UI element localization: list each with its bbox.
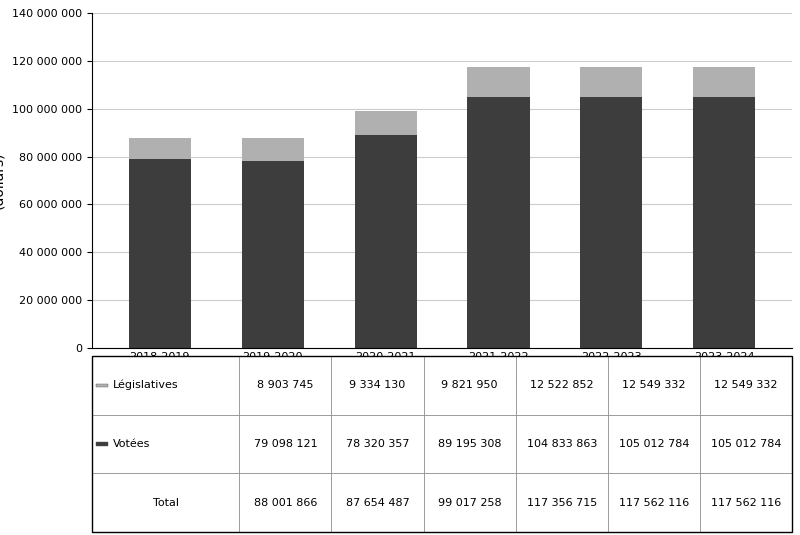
Text: Total: Total — [153, 498, 178, 508]
Bar — [694, 97, 755, 348]
Text: 12 549 332: 12 549 332 — [714, 380, 778, 390]
Bar — [92, 473, 239, 532]
Bar — [516, 473, 608, 532]
Bar — [580, 67, 642, 97]
Bar — [700, 356, 792, 415]
Text: 12 522 852: 12 522 852 — [530, 380, 594, 390]
Bar — [242, 160, 304, 348]
Bar — [608, 473, 700, 532]
Bar — [608, 356, 700, 415]
Text: 89 195 308: 89 195 308 — [438, 439, 502, 449]
Bar — [700, 473, 792, 532]
Bar — [423, 356, 516, 415]
Text: 117 356 715: 117 356 715 — [526, 498, 597, 508]
Bar — [242, 139, 304, 160]
Text: 9 334 130: 9 334 130 — [350, 380, 406, 390]
Bar — [331, 473, 423, 532]
Bar — [239, 356, 331, 415]
Text: 12 549 332: 12 549 332 — [622, 380, 686, 390]
Text: 104 833 863: 104 833 863 — [526, 439, 597, 449]
Text: 105 012 784: 105 012 784 — [710, 439, 781, 449]
Text: Législatives: Législatives — [113, 380, 178, 391]
Bar — [467, 67, 530, 97]
Bar — [580, 97, 642, 348]
Text: 117 562 116: 117 562 116 — [618, 498, 689, 508]
Bar — [129, 159, 190, 348]
Text: 117 562 116: 117 562 116 — [711, 498, 781, 508]
Bar — [700, 415, 792, 473]
Bar — [608, 415, 700, 473]
Bar — [354, 111, 417, 135]
Bar — [694, 67, 755, 97]
Y-axis label: (dollars): (dollars) — [0, 152, 6, 209]
Text: Votées: Votées — [113, 439, 150, 449]
Bar — [467, 97, 530, 348]
Bar — [354, 135, 417, 348]
Bar — [92, 415, 239, 473]
Bar — [129, 137, 190, 159]
Text: 8 903 745: 8 903 745 — [257, 380, 314, 390]
Bar — [331, 356, 423, 415]
Bar — [95, 442, 108, 446]
Text: 9 821 950: 9 821 950 — [442, 380, 498, 390]
Bar — [516, 415, 608, 473]
Bar — [92, 356, 239, 415]
Text: 79 098 121: 79 098 121 — [254, 439, 318, 449]
Bar — [239, 415, 331, 473]
Bar — [95, 384, 108, 387]
Bar — [331, 415, 423, 473]
Text: 78 320 357: 78 320 357 — [346, 439, 410, 449]
Text: 99 017 258: 99 017 258 — [438, 498, 502, 508]
Bar — [423, 415, 516, 473]
Text: 105 012 784: 105 012 784 — [618, 439, 689, 449]
Bar — [516, 356, 608, 415]
Bar — [239, 473, 331, 532]
Bar — [423, 473, 516, 532]
Text: 87 654 487: 87 654 487 — [346, 498, 410, 508]
Text: 88 001 866: 88 001 866 — [254, 498, 317, 508]
